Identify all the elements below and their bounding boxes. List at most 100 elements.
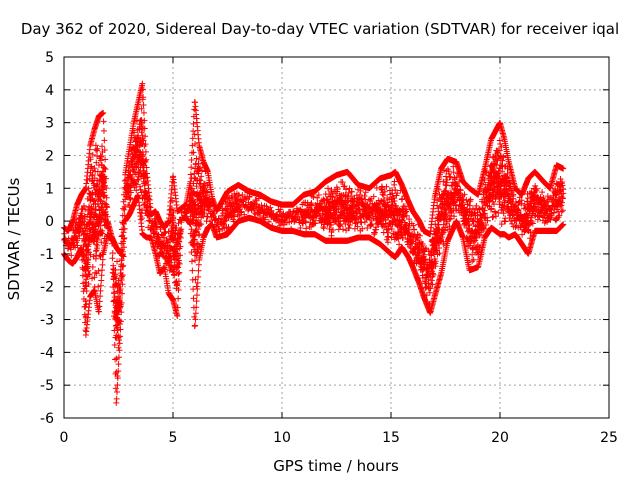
data-point xyxy=(100,127,107,134)
data-point xyxy=(315,192,322,199)
data-point xyxy=(99,186,106,193)
data-point xyxy=(84,231,91,238)
data-point xyxy=(117,318,124,325)
data-point xyxy=(193,183,200,190)
data-point xyxy=(215,223,222,230)
data-point xyxy=(121,235,128,242)
data-point xyxy=(119,281,126,288)
data-point xyxy=(188,157,195,164)
data-point xyxy=(175,220,182,227)
data-point xyxy=(80,202,87,209)
data-point xyxy=(117,286,124,293)
data-point xyxy=(237,209,244,216)
data-point xyxy=(469,258,476,265)
data-point xyxy=(197,177,204,184)
data-point xyxy=(114,375,121,382)
data-point xyxy=(140,137,147,144)
data-point xyxy=(82,283,89,290)
data-point xyxy=(117,333,124,340)
data-point xyxy=(74,242,81,249)
data-point xyxy=(127,195,134,202)
data-point xyxy=(111,341,118,348)
data-point xyxy=(96,178,103,185)
data-point xyxy=(428,277,435,284)
data-point xyxy=(120,244,127,251)
data-point xyxy=(191,232,198,239)
data-point xyxy=(97,282,104,289)
data-point xyxy=(314,194,321,201)
data-point xyxy=(102,175,109,182)
data-point xyxy=(120,253,127,260)
data-point xyxy=(79,272,86,279)
data-point xyxy=(135,169,142,176)
data-point xyxy=(238,208,245,215)
data-point xyxy=(101,146,108,153)
data-point xyxy=(216,228,223,235)
data-point xyxy=(178,226,185,233)
data-point xyxy=(114,311,121,318)
data-point xyxy=(162,229,169,236)
data-point xyxy=(188,249,195,256)
data-point xyxy=(143,156,150,163)
data-point xyxy=(188,226,195,233)
data-point xyxy=(122,203,129,210)
data-point xyxy=(127,189,134,196)
data-point xyxy=(176,260,183,267)
data-point xyxy=(111,294,118,301)
data-point xyxy=(201,210,208,217)
data-point xyxy=(385,233,392,240)
data-point xyxy=(140,109,147,116)
data-point xyxy=(173,224,180,231)
data-point xyxy=(83,287,90,294)
data-point xyxy=(87,251,94,258)
data-point xyxy=(470,256,477,263)
data-point xyxy=(89,151,96,158)
data-point xyxy=(100,179,107,186)
data-point xyxy=(170,209,177,216)
data-point xyxy=(99,261,106,268)
data-point xyxy=(361,219,368,226)
data-point xyxy=(340,226,347,233)
data-point xyxy=(112,266,119,273)
data-point xyxy=(157,226,164,233)
data-point xyxy=(115,337,122,344)
data-point xyxy=(114,258,121,265)
data-point xyxy=(188,164,195,171)
data-point xyxy=(116,340,123,347)
data-point xyxy=(231,213,238,220)
data-point xyxy=(450,169,457,176)
data-point xyxy=(117,294,124,301)
data-point xyxy=(104,204,111,211)
data-point xyxy=(175,270,182,277)
data-point xyxy=(85,241,92,248)
data-point xyxy=(174,312,181,319)
data-point xyxy=(116,287,123,294)
data-point xyxy=(129,173,136,180)
data-point xyxy=(117,321,124,328)
data-point xyxy=(113,395,120,402)
data-point xyxy=(139,215,146,222)
data-point xyxy=(98,277,105,284)
data-point xyxy=(154,223,161,230)
data-point xyxy=(142,133,149,140)
data-point xyxy=(192,140,199,147)
data-point xyxy=(93,159,100,166)
data-point xyxy=(204,189,211,196)
data-point xyxy=(255,203,262,210)
data-point xyxy=(246,194,253,201)
data-point xyxy=(120,238,127,245)
data-point xyxy=(92,146,99,153)
data-point xyxy=(98,153,105,160)
data-point xyxy=(235,193,242,199)
data-point xyxy=(175,278,182,285)
data-point xyxy=(191,198,198,205)
data-point xyxy=(99,143,106,150)
data-point xyxy=(193,298,200,305)
data-point xyxy=(198,173,205,180)
data-point xyxy=(115,354,122,361)
data-point xyxy=(198,221,205,228)
data-point xyxy=(97,287,104,294)
data-point xyxy=(318,220,325,227)
data-point xyxy=(85,256,92,263)
